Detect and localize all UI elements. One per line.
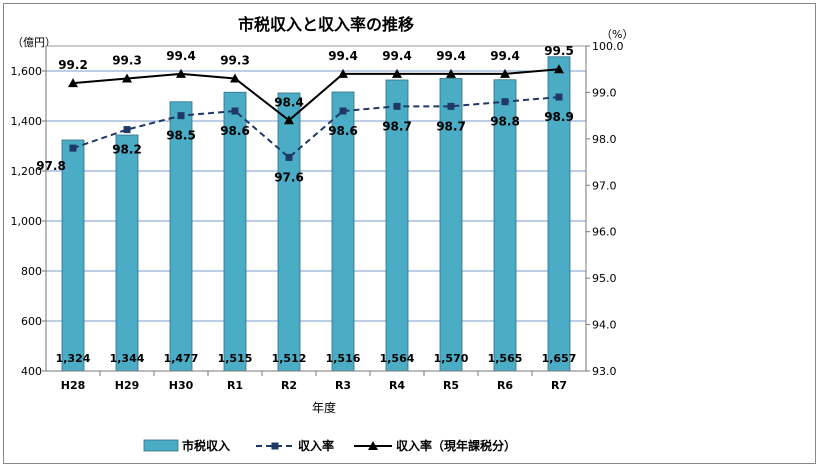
right-tick-label: 97.0 bbox=[592, 179, 617, 192]
left-tick-label: 1,000 bbox=[11, 215, 43, 228]
bar-value-label: 1,344 bbox=[110, 352, 145, 365]
right-tick-label: 99.0 bbox=[592, 86, 617, 99]
chart-svg: 市税収入と収入率の推移 （億円） （%） 年度 4006008001,0001,… bbox=[11, 15, 634, 453]
x-tick-label: R2 bbox=[281, 379, 297, 392]
current-year-rate-label: 99.3 bbox=[112, 54, 142, 68]
x-tick-label: R5 bbox=[443, 379, 459, 392]
bar-value-label: 1,515 bbox=[218, 352, 253, 365]
bar-R7 bbox=[547, 56, 571, 372]
point-current-year-rate bbox=[68, 78, 78, 88]
legend-marker-current-year-rate bbox=[368, 441, 378, 450]
right-tick-label: 94.0 bbox=[592, 319, 617, 332]
left-tick-label: 1,400 bbox=[11, 115, 43, 128]
current-year-rate-label: 99.3 bbox=[220, 54, 250, 68]
current-year-rate-label: 99.4 bbox=[490, 49, 520, 63]
point-current-year-rate bbox=[392, 68, 402, 78]
bar-R2 bbox=[277, 92, 301, 372]
line-layer bbox=[68, 64, 564, 161]
point-current-year-rate bbox=[230, 73, 240, 83]
legend-marker-collection-rate bbox=[271, 442, 279, 450]
collection-rate-label: 97.8 bbox=[36, 159, 66, 173]
right-tick-label: 95.0 bbox=[592, 272, 617, 285]
line-collection-rate bbox=[72, 96, 560, 159]
x-axis-label: 年度 bbox=[312, 400, 336, 415]
x-tick-label: R4 bbox=[389, 379, 405, 392]
current-year-rate-label: 99.2 bbox=[58, 58, 88, 72]
point-collection-rate bbox=[69, 144, 77, 152]
bar-value-label: 1,477 bbox=[164, 352, 199, 365]
bar-value-label: 1,512 bbox=[272, 352, 307, 365]
x-tick-label: R3 bbox=[335, 379, 351, 392]
bar-value-label: 1,516 bbox=[326, 352, 361, 365]
point-collection-rate bbox=[393, 102, 401, 110]
left-axis-unit: （億円） bbox=[12, 36, 56, 49]
current-year-rate-label: 99.4 bbox=[382, 49, 412, 63]
chart-frame: 市税収入と収入率の推移 （億円） （%） 年度 400 600 800 1,000 1,… bbox=[3, 3, 816, 464]
right-tick-label: 96.0 bbox=[592, 226, 617, 239]
left-tick-label: 1,200 bbox=[11, 165, 43, 178]
left-tick-label: 600 bbox=[21, 315, 42, 328]
collection-rate-label: 98.6 bbox=[220, 124, 250, 138]
point-collection-rate bbox=[285, 153, 293, 161]
collection-rate-label: 98.2 bbox=[112, 143, 142, 157]
collection-rate-label: 98.7 bbox=[436, 119, 466, 133]
bar-value-label: 1,564 bbox=[380, 352, 415, 365]
collection-rate-label: 98.6 bbox=[328, 124, 358, 138]
legend-label-current-year-rate: 収入率（現年課税分） bbox=[396, 438, 516, 453]
point-current-year-rate bbox=[500, 68, 510, 78]
label-layer: 1,324 1,344 1,477 1,515 1,512 1,516 1,564 1,570… bbox=[36, 44, 576, 365]
current-year-rate-label: 99.4 bbox=[436, 49, 466, 63]
legend-label-collection-rate: 収入率 bbox=[298, 438, 334, 453]
bar-value-label: 1,657 bbox=[542, 352, 577, 365]
point-current-year-rate bbox=[554, 64, 564, 74]
bar-value-label: 1,570 bbox=[434, 352, 469, 365]
point-collection-rate bbox=[501, 98, 509, 106]
current-year-rate-label: 98.4 bbox=[274, 95, 304, 109]
bar-value-label: 1,324 bbox=[56, 352, 91, 365]
point-collection-rate bbox=[123, 126, 131, 134]
point-current-year-rate bbox=[446, 68, 456, 78]
point-collection-rate bbox=[447, 102, 455, 110]
current-year-rate-label: 99.5 bbox=[544, 44, 574, 58]
line-current-year-rate bbox=[72, 68, 560, 122]
collection-rate-label: 98.7 bbox=[382, 119, 412, 133]
left-tick-label: 800 bbox=[21, 265, 42, 278]
x-tick-label: H29 bbox=[115, 379, 140, 392]
x-tick-label: R6 bbox=[497, 379, 513, 392]
right-axis-unit: （%） bbox=[601, 28, 633, 41]
collection-rate-label: 98.9 bbox=[544, 110, 574, 124]
right-tick-label: 100.0 bbox=[592, 40, 624, 53]
point-collection-rate bbox=[177, 112, 185, 120]
chart-title: 市税収入と収入率の推移 bbox=[238, 15, 414, 34]
point-current-year-rate bbox=[338, 68, 348, 78]
left-tick-label: 400 bbox=[21, 365, 42, 378]
collection-rate-label: 98.5 bbox=[166, 129, 196, 143]
right-tick-label: 93.0 bbox=[592, 365, 617, 378]
legend-label-tax-revenue: 市税収入 bbox=[182, 438, 230, 453]
legend-swatch-tax-revenue bbox=[143, 439, 179, 452]
x-tick-label: R1 bbox=[227, 379, 243, 392]
left-tick-label: 1,600 bbox=[11, 65, 43, 78]
collection-rate-label: 98.8 bbox=[490, 115, 520, 129]
point-collection-rate bbox=[555, 93, 563, 101]
bar-value-label: 1,565 bbox=[488, 352, 523, 365]
bar-H29 bbox=[115, 134, 139, 372]
bar-H28 bbox=[61, 139, 85, 372]
legend: 市税収入 収入率 収入率（現年課税分） bbox=[143, 438, 516, 453]
current-year-rate-label: 99.4 bbox=[166, 49, 196, 63]
point-current-year-rate bbox=[176, 68, 186, 78]
x-tick-label: H30 bbox=[169, 379, 194, 392]
right-tick-label: 98.0 bbox=[592, 133, 617, 146]
axis-layer: 400 600 800 1,000 1,200 1,400 1,600 93.0 94.0 95.… bbox=[11, 40, 624, 392]
x-tick-label: H28 bbox=[61, 379, 86, 392]
bar-layer bbox=[61, 56, 571, 372]
point-current-year-rate bbox=[122, 73, 132, 83]
point-collection-rate bbox=[339, 107, 347, 115]
current-year-rate-label: 99.4 bbox=[328, 49, 358, 63]
x-tick-label: R7 bbox=[551, 379, 567, 392]
point-collection-rate bbox=[231, 107, 239, 115]
collection-rate-label: 97.6 bbox=[274, 170, 304, 184]
point-current-year-rate bbox=[284, 115, 294, 125]
